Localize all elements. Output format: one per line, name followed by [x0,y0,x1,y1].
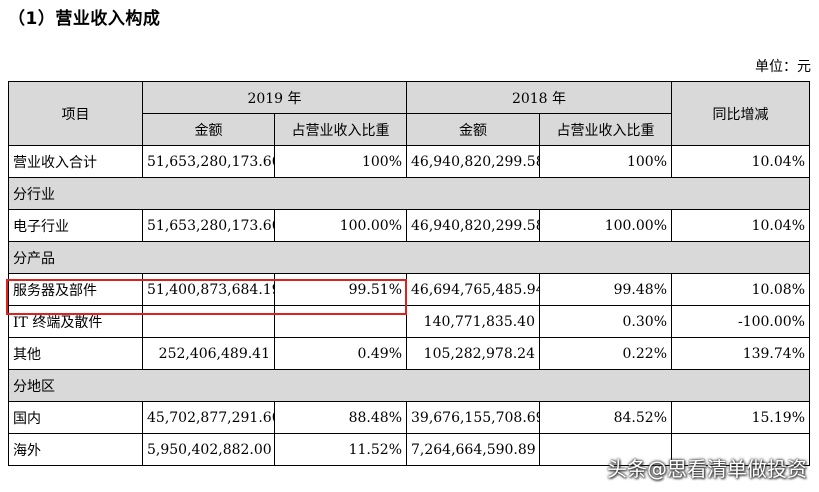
yoy-change: 10.04% [671,145,810,178]
yoy-change [671,433,810,466]
row-label: 营业收入合计 [8,145,143,178]
ratio-2019: 11.52% [274,433,407,466]
ratio-2018: 100.00% [539,209,672,242]
amount-2019: 51,653,280,173.60 [142,209,275,242]
amount-2018: 46,940,820,299.58 [406,209,540,242]
section-row: 分地区 [8,369,810,402]
ratio-2018: 0.22% [539,337,672,370]
amount-2018: 46,694,765,485.94 [406,273,540,306]
ratio-2018: 99.48% [539,273,672,306]
amount-2019: 51,653,280,173.60 [142,145,275,178]
yoy-change: 139.74% [671,337,810,370]
row-label: 服务器及部件 [8,273,143,306]
section-label: 分行业 [8,177,810,210]
table-row: 其他 252,406,489.41 0.49% 105,282,978.24 0… [8,337,810,370]
watermark: 头条@思看清单做投资 [607,457,807,481]
yoy-change: -100.00% [671,305,810,338]
amount-2019 [142,305,275,338]
table-row: 海外 5,950,402,882.00 11.52% 7,264,664,590… [8,433,810,466]
unit-label: 单位：元 [755,59,811,75]
amount-2018: 140,771,835.40 [406,305,540,338]
ratio-2018 [539,433,672,466]
section-row: 分行业 [8,177,810,210]
header-yoy: 同比增减 [671,81,810,146]
amount-2019: 5,950,402,882.00 [142,433,275,466]
table-row: 国内 45,702,877,291.60 88.48% 39,676,155,7… [8,401,810,434]
amount-2018: 7,264,664,590.89 [406,433,540,466]
header-2018: 2018 年 [406,81,672,114]
row-label: IT 终端及散件 [8,305,143,338]
ratio-2019: 88.48% [274,401,407,434]
yoy-change: 10.04% [671,209,810,242]
yoy-change: 10.08% [671,273,810,306]
header-row-1: 项目 2019 年 2018 年 同比增减 [8,81,810,146]
row-label: 国内 [8,401,143,434]
yoy-change: 15.19% [671,401,810,434]
table-row: 营业收入合计 51,653,280,173.60 100% 46,940,820… [8,145,810,178]
row-label: 电子行业 [8,209,143,242]
ratio-2019: 99.51% [274,273,407,306]
amount-2018: 105,282,978.24 [406,337,540,370]
header-amount-2019: 金额 [142,113,275,146]
section-label: 分地区 [8,369,810,402]
header-ratio-2018: 占营业收入比重 [539,113,672,146]
amount-2019: 45,702,877,291.60 [142,401,275,434]
amount-2018: 46,940,820,299.58 [406,145,540,178]
table-row: 电子行业 51,653,280,173.60 100.00% 46,940,82… [8,209,810,242]
amount-2019: 51,400,873,684.19 [142,273,275,306]
amount-2019: 252,406,489.41 [142,337,275,370]
table-row: 服务器及部件 51,400,873,684.19 99.51% 46,694,7… [8,273,810,306]
table-row: IT 终端及散件 140,771,835.40 0.30% -100.00% [8,305,810,338]
row-label: 其他 [8,337,143,370]
revenue-table: 项目 2019 年 2018 年 同比增减 金额 占营业收入比重 金额 占营业收… [8,81,810,466]
section-label: 分产品 [8,241,810,274]
header-item: 项目 [8,81,143,146]
ratio-2019: 100.00% [274,209,407,242]
ratio-2019 [274,305,407,338]
row-label: 海外 [8,433,143,466]
header-amount-2018: 金额 [406,113,540,146]
ratio-2018: 84.52% [539,401,672,434]
section-heading: （1）营业收入构成 [8,9,161,29]
amount-2018: 39,676,155,708.69 [406,401,540,434]
header-2019: 2019 年 [142,81,407,114]
header-row-2: 金额 占营业收入比重 金额 占营业收入比重 [9,113,810,146]
ratio-2019: 0.49% [274,337,407,370]
header-ratio-2019: 占营业收入比重 [274,113,407,146]
ratio-2018: 0.30% [539,305,672,338]
ratio-2019: 100% [274,145,407,178]
ratio-2018: 100% [539,145,672,178]
section-row: 分产品 [8,241,810,274]
